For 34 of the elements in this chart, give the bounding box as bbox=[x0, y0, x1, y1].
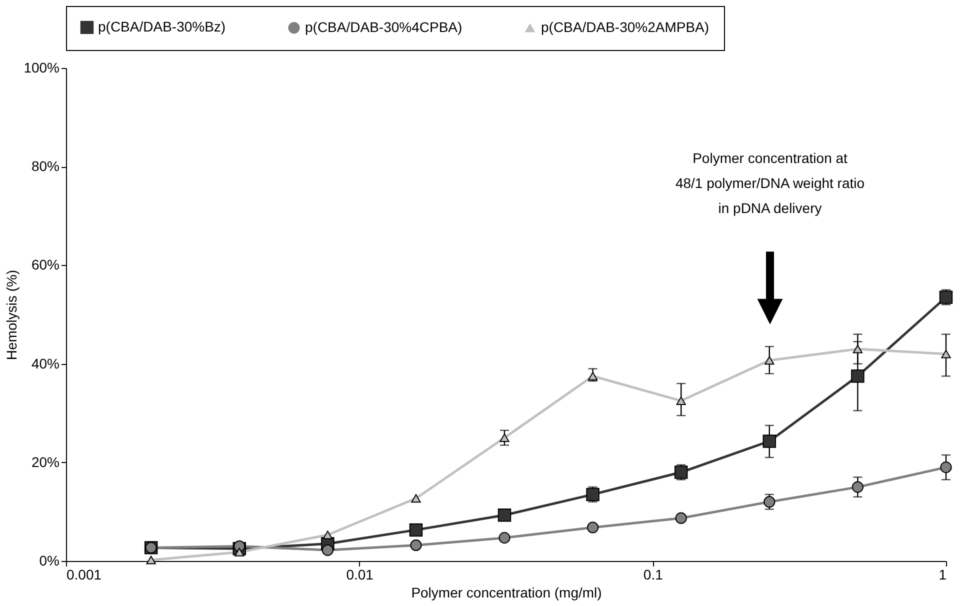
point bbox=[762, 434, 776, 448]
point bbox=[852, 481, 864, 493]
legend-label: p(CBA/DAB-30%Bz) bbox=[98, 18, 226, 34]
point bbox=[498, 508, 512, 522]
point bbox=[586, 522, 599, 534]
y-tick-label: 0% bbox=[39, 552, 60, 568]
x-tick-label: 0.1 bbox=[643, 566, 664, 582]
x-tick-label: 1 bbox=[938, 566, 947, 582]
annotation: Polymer concentration at 48/1 polymer/DNA weight ratio in pDNA delivery bbox=[675, 150, 865, 216]
legend-label: p(CBA/DAB-30%2AMPBA) bbox=[541, 19, 710, 35]
point bbox=[675, 512, 687, 524]
point bbox=[764, 496, 776, 508]
y-tick-label: 60% bbox=[31, 256, 60, 273]
point bbox=[322, 544, 334, 556]
legend-label: p(CBA/DAB-30%4CPBA) bbox=[305, 18, 462, 35]
y-tick-label: 40% bbox=[31, 355, 60, 372]
point bbox=[410, 539, 422, 552]
x-tick-label: 0.01 bbox=[346, 566, 374, 582]
point bbox=[940, 462, 952, 474]
point bbox=[674, 466, 688, 479]
point bbox=[588, 372, 598, 380]
x-tick-label: 0.001 bbox=[66, 566, 102, 582]
point bbox=[939, 290, 953, 304]
point bbox=[851, 370, 864, 383]
y-tick-label: 100% bbox=[24, 60, 60, 76]
x-axis-title: Polymer concentration (mg/ml) bbox=[411, 584, 602, 600]
point bbox=[852, 344, 863, 354]
point bbox=[322, 530, 333, 540]
y-axis-title: Hemolysis (%) bbox=[4, 270, 20, 360]
y-tick-label: 80% bbox=[31, 158, 60, 174]
point bbox=[498, 532, 510, 544]
y-tick-label: 20% bbox=[31, 454, 60, 470]
point bbox=[409, 523, 423, 537]
point bbox=[234, 540, 246, 552]
